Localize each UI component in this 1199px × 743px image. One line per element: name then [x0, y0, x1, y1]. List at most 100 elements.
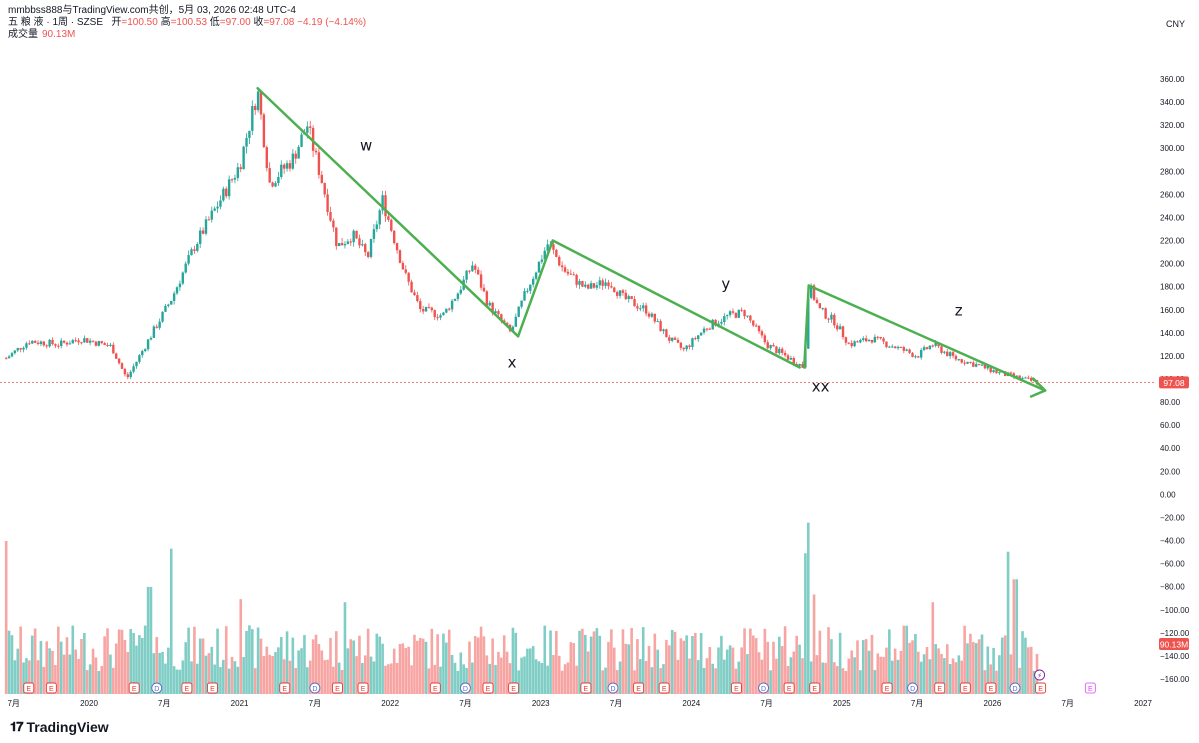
badge-shape	[1009, 682, 1021, 694]
earnings-badge[interactable]: E	[128, 682, 140, 694]
price-tick-label: 340.00	[1160, 98, 1185, 107]
earnings-badge[interactable]: E	[331, 682, 343, 694]
volume-bar	[966, 643, 969, 694]
volume-bar	[945, 644, 949, 694]
currency-label[interactable]: CNY	[1166, 19, 1186, 29]
volume-bar	[841, 668, 845, 694]
candle-body	[824, 308, 827, 319]
candle-body	[1018, 375, 1021, 379]
volume-bar	[337, 662, 341, 694]
earnings-badge[interactable]: E	[658, 682, 670, 694]
earnings-badge[interactable]: E	[357, 682, 369, 694]
candle-body	[410, 281, 413, 293]
earnings-badge[interactable]: E	[482, 682, 494, 694]
earnings-badge[interactable]: E	[809, 682, 821, 694]
symbol-label[interactable]: 五 粮 液 · 1周 · SZSE	[8, 17, 104, 28]
volume-bar	[340, 669, 344, 694]
badge-shape	[758, 682, 770, 694]
volume-bar	[859, 670, 862, 694]
volume-bar	[445, 642, 448, 694]
alert-icon[interactable]: ⚡	[1034, 669, 1046, 681]
candle-body	[520, 300, 523, 307]
volume-bar	[213, 664, 216, 694]
candle-body	[68, 343, 72, 345]
tradingview-logo[interactable]: 𝟏𝟕 TradingView	[10, 719, 109, 735]
volume-bar	[931, 602, 935, 694]
volume-bar	[25, 658, 28, 694]
time-tick-label: 7月	[309, 699, 321, 708]
wave-label-y: y	[721, 275, 730, 293]
price-tick-label: 80.00	[1160, 398, 1181, 407]
price-tick-label: 360.00	[1160, 75, 1185, 84]
earnings-badge[interactable]: E	[580, 682, 592, 694]
volume-bar	[630, 628, 633, 694]
wave-line[interactable]	[807, 284, 1047, 392]
earnings-badge[interactable]: E	[731, 682, 742, 694]
earnings-badge[interactable]: E	[633, 682, 645, 694]
earnings-badge[interactable]: E	[1084, 682, 1096, 694]
candle-body	[479, 274, 483, 288]
volume-bar	[847, 658, 851, 694]
volume-bar	[740, 647, 743, 694]
earnings-badge[interactable]: E	[934, 682, 946, 694]
event-badges[interactable]: E E E D E E E D E E E D E E E D E E E D E E E D E E E D E E ⚡	[23, 669, 1096, 694]
earnings-badge[interactable]: E	[279, 682, 291, 694]
wave-lines[interactable]	[256, 86, 1047, 398]
volume-bar	[746, 654, 749, 694]
wave-line[interactable]	[551, 239, 801, 369]
wave-arrowhead	[1029, 377, 1047, 398]
candle-body	[306, 126, 309, 133]
candle-body	[630, 296, 633, 300]
badge-letter: E	[662, 686, 667, 693]
candle-body	[175, 287, 179, 294]
earnings-badge[interactable]: E	[181, 682, 193, 694]
volume-bar	[751, 635, 755, 694]
earnings-badge[interactable]: E	[429, 682, 441, 694]
time-axis[interactable]: 7月 2020 7月 2021 7月 2022 7月 2023 7月 2024 7月 2025 7月 20…	[7, 699, 1152, 708]
volume-bar	[856, 640, 859, 694]
candle-body	[673, 337, 677, 340]
volume-bar	[809, 661, 813, 694]
price-axis[interactable]: 360.00 340.00 320.00 300.00 280.00 260.00 240.…	[1160, 75, 1190, 684]
dividend-badge[interactable]: D	[907, 682, 919, 694]
candle-body	[977, 364, 981, 366]
candle-body	[815, 299, 819, 304]
earnings-badge[interactable]: E	[23, 682, 35, 694]
wave-line[interactable]	[802, 284, 810, 369]
earnings-badge[interactable]: E	[45, 682, 57, 694]
candle-body	[627, 296, 630, 300]
volume-bar	[986, 646, 990, 694]
candle-body	[106, 344, 109, 346]
volume-bar	[867, 650, 871, 694]
earnings-badge[interactable]: E	[881, 682, 893, 694]
dividend-badge[interactable]: D	[309, 682, 321, 694]
earnings-badge[interactable]: E	[207, 682, 218, 694]
earnings-badge[interactable]: E	[783, 682, 795, 694]
earnings-badge[interactable]: E	[985, 682, 997, 694]
volume-bar	[181, 660, 185, 694]
earnings-badge[interactable]: E	[508, 682, 520, 694]
candle-body	[196, 243, 199, 251]
wave-line[interactable]	[516, 239, 555, 338]
dividend-badge[interactable]: D	[1009, 682, 1021, 694]
candle-body	[998, 372, 1001, 374]
price-tick-label: −140.00	[1160, 652, 1190, 661]
price-badge-text: 97.08	[1163, 378, 1185, 388]
high-value: =100.53	[170, 17, 208, 28]
candle-body	[60, 340, 63, 347]
volume-bar	[569, 642, 573, 694]
dividend-badge[interactable]: D	[459, 682, 471, 694]
dividend-badge[interactable]: D	[151, 682, 163, 694]
candle-body	[54, 344, 57, 346]
dividend-badge[interactable]: D	[758, 682, 770, 694]
earnings-badge[interactable]: E	[959, 682, 971, 694]
price-tick-label: 60.00	[1160, 421, 1181, 430]
dividend-badge[interactable]: D	[607, 682, 619, 694]
candle-body	[1024, 377, 1027, 379]
candle-body	[951, 352, 955, 356]
volume-bar	[450, 654, 454, 694]
earnings-badge[interactable]: E	[1035, 682, 1047, 694]
wave-line[interactable]	[256, 86, 520, 338]
candle-body	[216, 206, 219, 209]
